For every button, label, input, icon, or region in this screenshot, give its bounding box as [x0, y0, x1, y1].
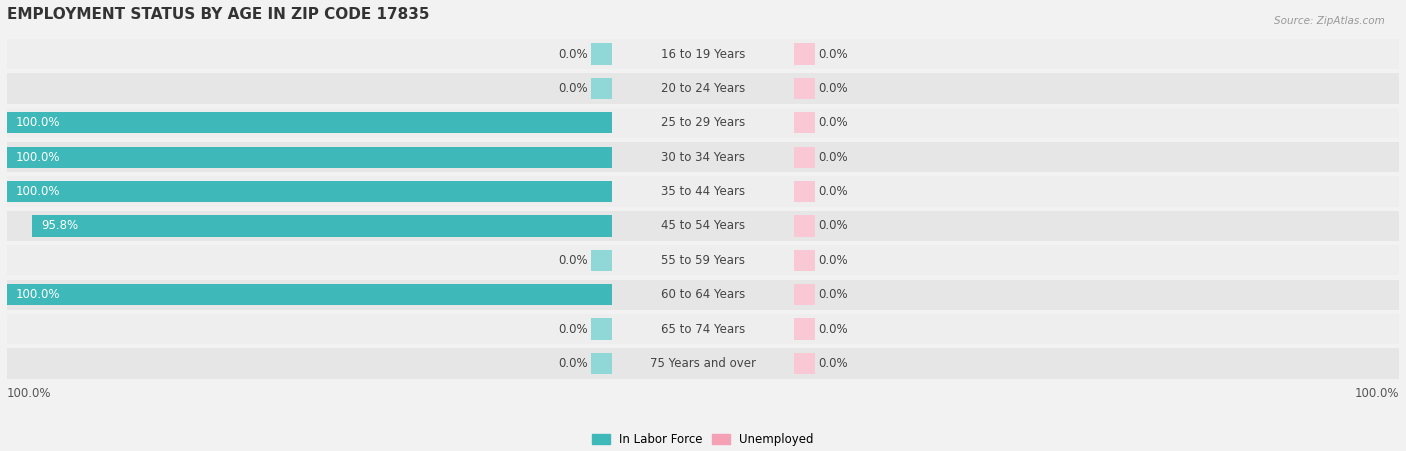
Text: 0.0%: 0.0% — [818, 220, 848, 232]
Bar — [7, 280, 1399, 310]
Bar — [7, 176, 1399, 207]
Text: 100.0%: 100.0% — [15, 116, 60, 129]
Text: EMPLOYMENT STATUS BY AGE IN ZIP CODE 17835: EMPLOYMENT STATUS BY AGE IN ZIP CODE 178… — [7, 7, 429, 22]
Text: 75 Years and over: 75 Years and over — [650, 357, 756, 370]
Text: 100.0%: 100.0% — [15, 288, 60, 301]
Bar — [7, 245, 1399, 276]
Bar — [794, 43, 815, 65]
Bar — [794, 250, 815, 271]
Text: 0.0%: 0.0% — [818, 322, 848, 336]
Bar — [7, 147, 612, 168]
Text: 55 to 59 Years: 55 to 59 Years — [661, 254, 745, 267]
Text: 25 to 29 Years: 25 to 29 Years — [661, 116, 745, 129]
Legend: In Labor Force, Unemployed: In Labor Force, Unemployed — [592, 433, 814, 446]
Text: 0.0%: 0.0% — [818, 151, 848, 164]
Text: 35 to 44 Years: 35 to 44 Years — [661, 185, 745, 198]
Bar — [794, 147, 815, 168]
Text: 100.0%: 100.0% — [15, 151, 60, 164]
Bar — [591, 181, 612, 202]
Bar — [794, 318, 815, 340]
Bar — [7, 181, 612, 202]
Bar — [794, 78, 815, 99]
Bar — [591, 43, 612, 65]
Bar — [591, 78, 612, 99]
Text: 0.0%: 0.0% — [818, 288, 848, 301]
Text: 0.0%: 0.0% — [818, 82, 848, 95]
Bar — [794, 112, 815, 133]
Text: 0.0%: 0.0% — [818, 357, 848, 370]
Bar — [591, 112, 612, 133]
Text: 100.0%: 100.0% — [1354, 387, 1399, 400]
Bar — [7, 39, 1399, 69]
Bar — [794, 215, 815, 237]
Bar — [591, 250, 612, 271]
Bar — [591, 284, 612, 305]
Bar — [794, 353, 815, 374]
Bar — [591, 353, 612, 374]
Text: 95.8%: 95.8% — [41, 220, 79, 232]
Text: 65 to 74 Years: 65 to 74 Years — [661, 322, 745, 336]
Text: 100.0%: 100.0% — [7, 387, 52, 400]
Text: 0.0%: 0.0% — [558, 82, 588, 95]
Text: 45 to 54 Years: 45 to 54 Years — [661, 220, 745, 232]
Bar — [7, 348, 1399, 378]
Text: 0.0%: 0.0% — [818, 48, 848, 60]
Bar — [7, 284, 612, 305]
Bar — [7, 108, 1399, 138]
Bar — [591, 147, 612, 168]
Text: 0.0%: 0.0% — [558, 322, 588, 336]
Text: 16 to 19 Years: 16 to 19 Years — [661, 48, 745, 60]
Text: 0.0%: 0.0% — [818, 185, 848, 198]
Text: 30 to 34 Years: 30 to 34 Years — [661, 151, 745, 164]
Text: 0.0%: 0.0% — [558, 357, 588, 370]
Text: 0.0%: 0.0% — [558, 48, 588, 60]
Text: 20 to 24 Years: 20 to 24 Years — [661, 82, 745, 95]
Text: 0.0%: 0.0% — [818, 254, 848, 267]
Bar — [794, 181, 815, 202]
Bar — [7, 211, 1399, 241]
Bar — [7, 142, 1399, 172]
Text: 0.0%: 0.0% — [558, 254, 588, 267]
Text: 0.0%: 0.0% — [818, 116, 848, 129]
Bar — [591, 215, 612, 237]
Text: 100.0%: 100.0% — [15, 185, 60, 198]
Text: Source: ZipAtlas.com: Source: ZipAtlas.com — [1274, 16, 1385, 26]
Bar — [7, 112, 612, 133]
Bar — [794, 284, 815, 305]
Text: 60 to 64 Years: 60 to 64 Years — [661, 288, 745, 301]
Bar — [32, 215, 612, 237]
Bar — [7, 74, 1399, 104]
Bar — [7, 314, 1399, 344]
Bar — [591, 318, 612, 340]
